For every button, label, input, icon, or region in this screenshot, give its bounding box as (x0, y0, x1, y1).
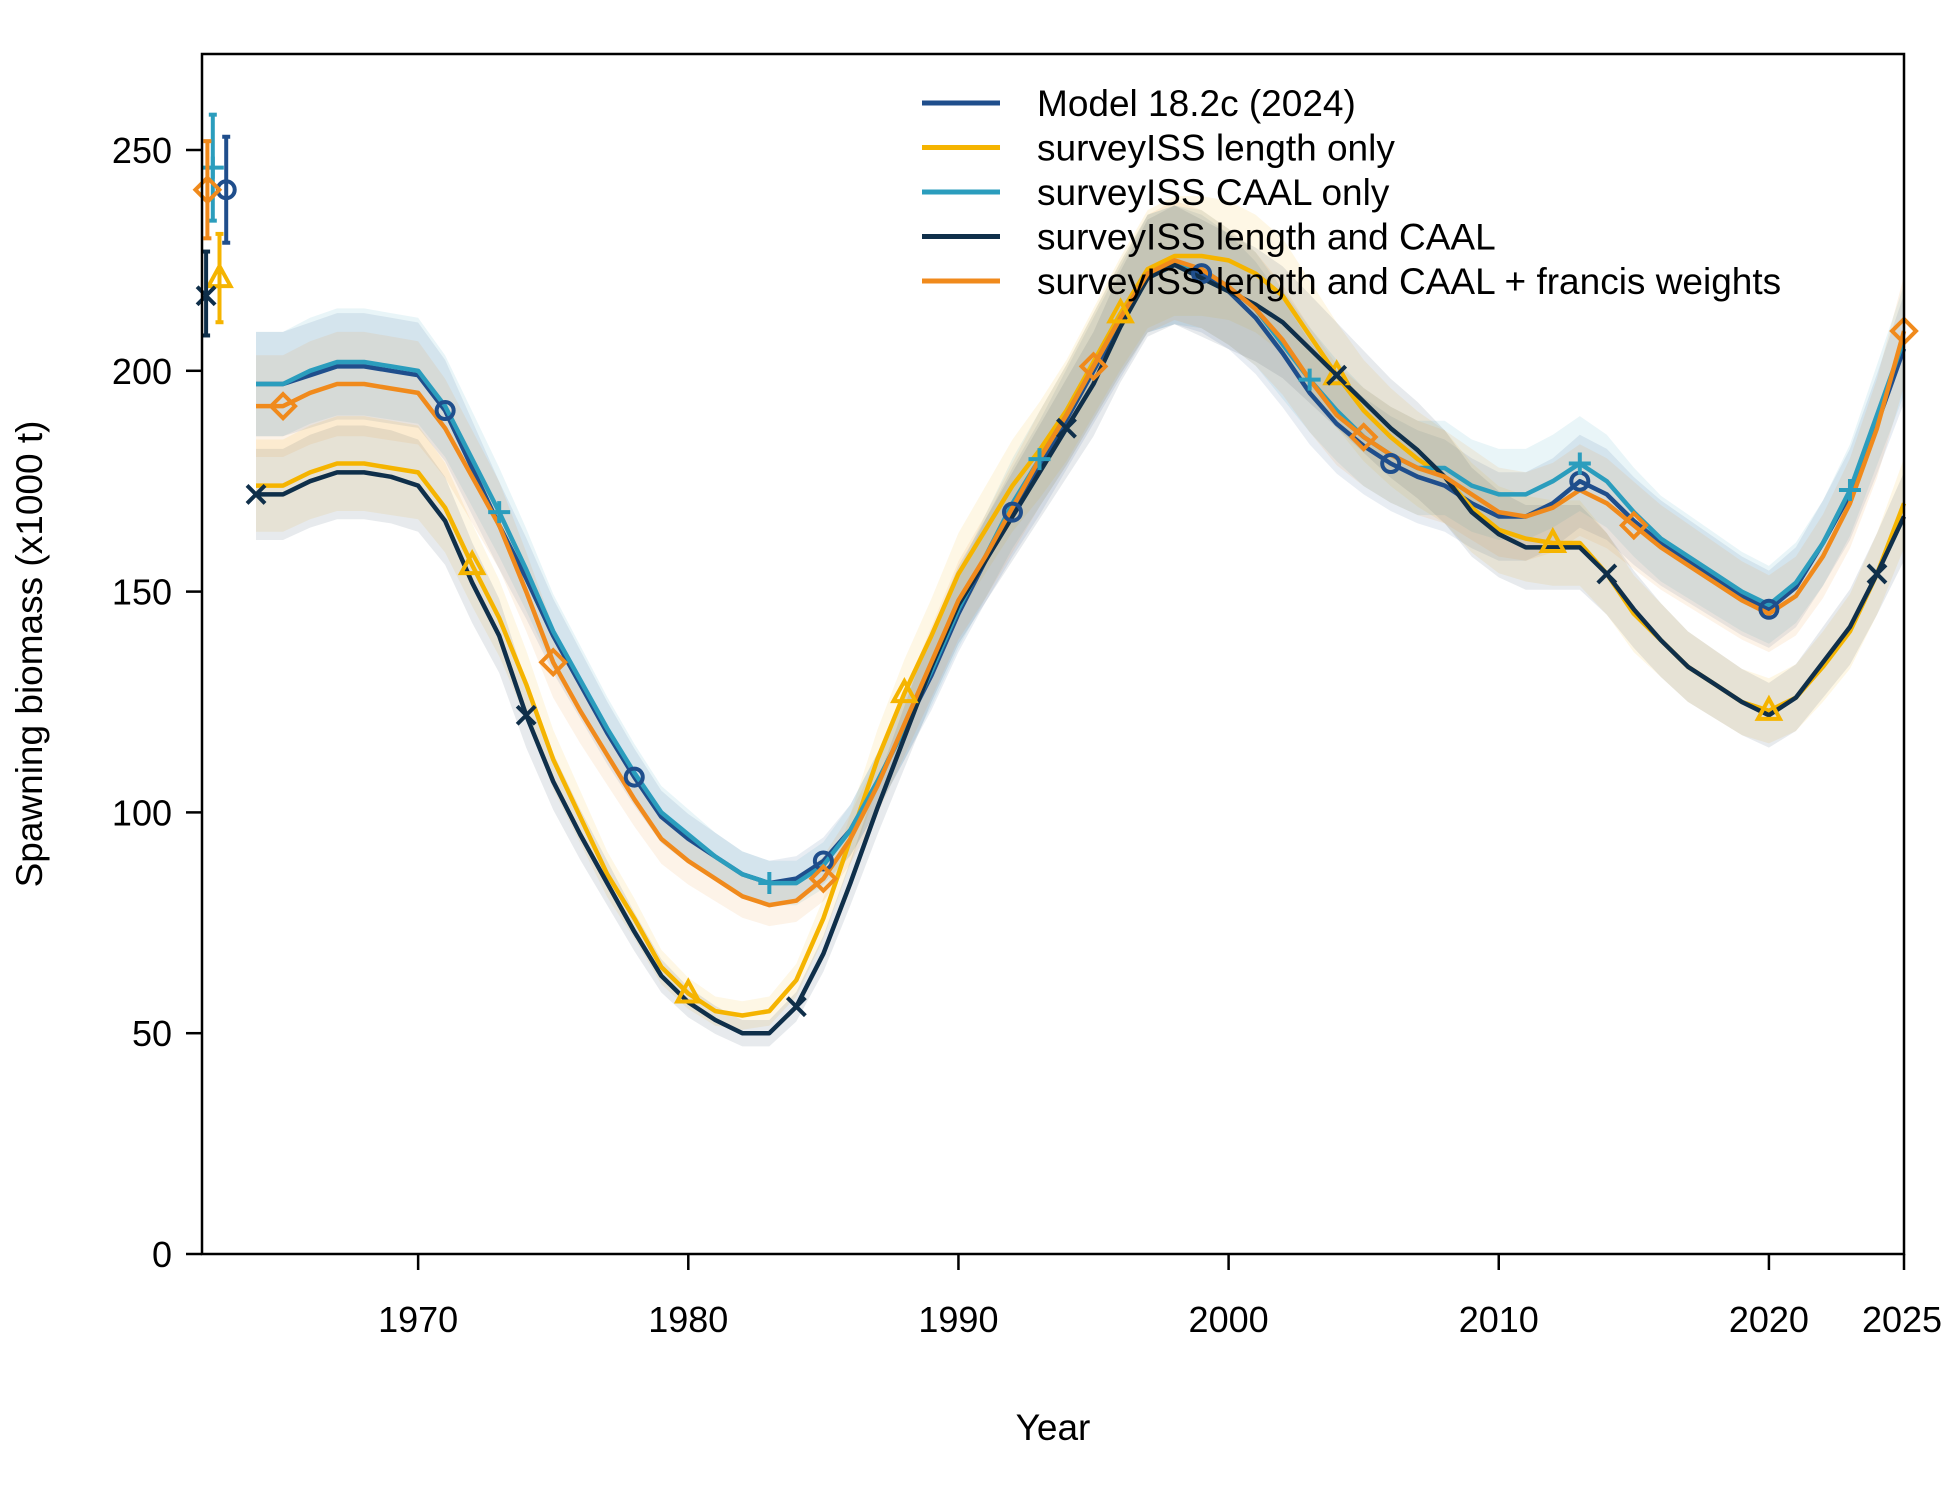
data-point-marker (1078, 351, 1109, 382)
data-point-marker (457, 548, 487, 576)
x-tick-label: 2010 (1459, 1299, 1539, 1340)
x-tick-label: 2020 (1729, 1299, 1809, 1340)
data-point-marker (434, 400, 456, 422)
data-point-marker (1326, 364, 1348, 386)
data-point-marker (623, 766, 645, 788)
x-tick-label: 2000 (1189, 1299, 1269, 1340)
y-tick-label: 100 (112, 792, 172, 833)
x-tick-label: 1990 (918, 1299, 998, 1340)
series-markers (245, 263, 1919, 1018)
initial-point-marker (201, 156, 224, 179)
series-line (256, 258, 1907, 908)
x-tick-label: 1980 (648, 1299, 728, 1340)
legend-label: Model 18.2c (2024) (1037, 83, 1356, 124)
series-line (256, 262, 1907, 1036)
data-point-marker (1106, 297, 1135, 324)
data-point-marker (488, 501, 511, 524)
data-point-marker (1348, 422, 1379, 452)
initial-point-marker (195, 285, 217, 307)
y-axis: 0 50 100 150 200 250 (112, 130, 202, 1275)
y-tick-label: 150 (112, 572, 172, 613)
data-point-marker (785, 996, 807, 1018)
x-axis: 1970 1980 1990 2000 2010 2020 2025 (378, 1254, 1942, 1340)
data-point-marker (673, 977, 703, 1004)
data-point-marker (758, 872, 781, 895)
initial-point-marker (205, 261, 234, 289)
data-point-marker (1754, 694, 1784, 721)
data-point-marker (1028, 448, 1051, 471)
data-point-marker (808, 863, 839, 894)
data-point-marker (1866, 563, 1888, 585)
data-point-marker (538, 647, 569, 678)
confidence-band (256, 205, 1904, 1047)
data-point-marker (1619, 510, 1649, 541)
data-point-marker (1380, 453, 1402, 475)
initial-biomass-points (192, 112, 237, 338)
confidence-band (256, 205, 1904, 906)
x-axis-label: Year (1016, 1407, 1091, 1448)
data-point-marker (1191, 263, 1213, 285)
data-point-marker (515, 704, 537, 726)
legend-label: surveyISS length and CAAL (1037, 217, 1496, 258)
confidence-bands (256, 196, 1904, 1047)
y-tick-label: 200 (112, 351, 172, 392)
y-tick-label: 0 (152, 1234, 172, 1275)
data-point-marker (1001, 501, 1023, 523)
data-point-marker (1838, 479, 1861, 502)
legend-label: surveyISS length and CAAL + francis weig… (1037, 261, 1781, 302)
data-point-marker (812, 850, 834, 872)
data-point-marker (1568, 452, 1591, 475)
y-tick-label: 250 (112, 130, 172, 171)
data-point-marker (1298, 368, 1321, 391)
data-point-marker (1056, 417, 1077, 439)
data-point-marker (268, 391, 298, 421)
confidence-band (256, 196, 1904, 1030)
data-point-marker (1538, 526, 1568, 554)
legend-label: surveyISS length only (1037, 128, 1395, 169)
data-point-marker (1322, 359, 1352, 386)
legend-label: surveyISS CAAL only (1037, 172, 1390, 213)
legend: Model 18.2c (2024)surveyISS length onlys… (922, 83, 1781, 302)
confidence-band (256, 205, 1904, 906)
data-point-marker (245, 484, 267, 505)
initial-point-marker (192, 174, 223, 205)
confidence-band (256, 200, 1904, 927)
y-tick-label: 50 (132, 1013, 172, 1054)
x-tick-label: 1970 (378, 1299, 458, 1340)
data-point-marker (890, 677, 919, 704)
y-axis-label: Spawning biomass (x1000 t) (9, 421, 50, 888)
data-point-marker (1596, 563, 1618, 585)
x-tick-label: 2025 (1862, 1299, 1942, 1340)
plot-frame (200, 52, 1906, 1256)
data-point-marker (1758, 598, 1780, 620)
